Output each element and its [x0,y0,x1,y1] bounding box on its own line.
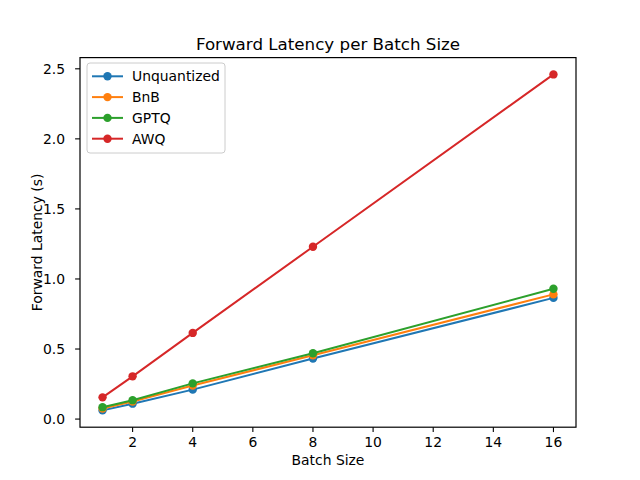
marker-gptq [309,349,317,357]
marker-gptq [549,285,557,293]
legend-marker-bnb [103,93,111,101]
series-line-bnb [103,294,554,408]
figure: 2 4 6 8 10 12 14 16 0.0 0.5 1.0 1.5 2.0 2.5 Unquantize… [0,0,640,480]
marker-awq [549,70,557,78]
marker-awq [128,372,136,380]
y-tick-label: 2.5 [43,61,65,77]
x-tick-label: 4 [188,434,197,450]
legend-marker-awq [103,135,111,143]
y-axis-label: Forward Latency (s) [29,174,45,312]
x-tick-label: 16 [545,434,563,450]
chart-title: Forward Latency per Batch Size [196,34,460,54]
x-tick-label: 2 [128,434,137,450]
x-tick-label: 10 [364,434,382,450]
x-axis-label: Batch Size [292,452,365,468]
marker-gptq [128,396,136,404]
series-line-unquantized [103,298,554,411]
marker-awq [98,393,106,401]
x-tick-label: 6 [248,434,257,450]
chart-canvas: 2 4 6 8 10 12 14 16 0.0 0.5 1.0 1.5 2.0 2.5 Unquantize… [0,0,640,480]
marker-gptq [189,379,197,387]
y-tick-label: 1.5 [43,201,65,217]
y-tick-label: 0.0 [43,411,65,427]
y-tick-label: 2.0 [43,131,65,147]
marker-awq [309,243,317,251]
marker-gptq [98,403,106,411]
legend-label-unquantized: Unquantized [132,68,220,84]
y-tick-label: 0.5 [43,341,65,357]
x-tick-label: 14 [484,434,502,450]
y-tick-label: 1.0 [43,271,65,287]
legend-label-gptq: GPTQ [132,110,171,126]
marker-awq [189,329,197,337]
legend-label-bnb: BnB [132,89,160,105]
legend-marker-unquantized [103,72,111,80]
legend-marker-gptq [103,114,111,122]
x-tick-label: 12 [424,434,442,450]
legend-label-awq: AWQ [132,131,165,147]
x-tick-label: 8 [309,434,318,450]
